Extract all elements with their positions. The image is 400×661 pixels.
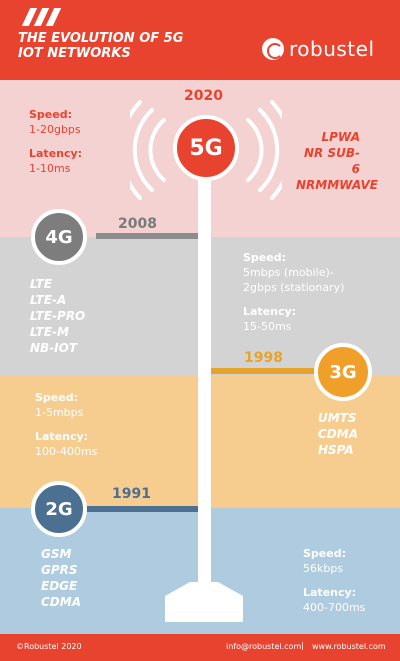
title-line-1: THE EVOLUTION OF 5G [18,31,184,46]
tech-4g-5: NB-IOT [30,341,78,355]
tech-list-5g: LPWA NR SUB-6 NRMMWAVE [296,129,378,193]
latency-label-4g: Latency: [243,305,297,318]
badge-4g: 4G [31,209,87,265]
speed-label-3g: Speed: [35,391,78,404]
tech-2g-3: EDGE [41,579,78,593]
latency-label-2g: Latency: [303,586,357,599]
latency-value-5g: 1-10ms [29,162,71,175]
speed-value-5g: 1-20gbps [29,123,81,136]
stats-4g: Speed: 5mbps (mobile)- 2gbps (stationary… [243,250,344,334]
tech-4g-1: LTE [30,277,53,291]
line-3g [210,368,322,374]
tech-2g-1: GSM [41,547,72,561]
brand-name: robustel [289,37,375,61]
tech-list-4g: LTE LTE-A LTE-PRO LTE-M NB-IOT [30,276,85,356]
copyright-text: ©Robustel 2020 [16,642,82,651]
badge-3g: 3G [314,343,372,401]
stats-5g: Speed: 1-20gbps Latency: 1-10ms [29,107,82,176]
tech-list-3g: UMTS CDMA HSPA [318,410,358,458]
tech-3g-3: HSPA [318,443,354,457]
latency-value-2g: 400-700ms [303,601,366,614]
speed-label-2g: Speed: [303,547,346,560]
tech-4g-2: LTE-A [30,293,67,307]
footer: ©Robustel 2020 info@robustel.com | www.r… [0,634,400,661]
title-line-2: IOT NETWORKS [18,46,131,61]
robustel-logo-icon [262,38,284,60]
footer-separator: | [301,641,304,650]
tech-5g-3: NRMMWAVE [296,178,378,192]
slash-decoration [18,8,62,26]
tech-4g-3: LTE-PRO [30,309,86,323]
latency-value-3g: 100-400ms [35,445,98,458]
tower-mast [198,175,211,585]
tech-2g-4: CDMA [41,595,81,609]
website-text: www.robustel.com [312,642,386,651]
speed-label-4g: Speed: [243,251,286,264]
stats-3g: Speed: 1-5mbps Latency: 100-400ms [35,390,97,459]
signal-waves-icon [130,100,282,200]
stats-2g: Speed: 56kbps Latency: 400-700ms [303,546,365,615]
tech-5g-1: LPWA [321,130,360,144]
tech-4g-4: LTE-M [30,325,69,339]
year-2g: 1991 [112,486,151,502]
page-title: THE EVOLUTION OF 5G IOT NETWORKS [18,31,218,61]
speed-value-4g: 5mbps (mobile)- [243,266,334,279]
latency-label-3g: Latency: [35,430,89,443]
year-5g: 2020 [184,88,223,104]
speed-label-5g: Speed: [29,108,72,121]
tech-3g-1: UMTS [318,411,357,425]
line-2g [80,506,201,512]
robustel-logo: robustel [262,36,382,62]
tech-list-2g: GSM GPRS EDGE CDMA [41,546,81,610]
year-3g: 1998 [244,350,283,366]
latency-label-5g: Latency: [29,147,83,160]
header: THE EVOLUTION OF 5G IOT NETWORKS robuste… [0,0,400,80]
speed-value-4g-2: 2gbps (stationary) [243,281,345,294]
line-4g [96,233,201,239]
speed-value-2g: 56kbps [303,562,344,575]
email-text: info@robustel.com [226,642,302,651]
latency-value-4g: 15-50ms [243,320,292,333]
speed-value-3g: 1-5mbps [35,406,84,419]
year-4g: 2008 [118,216,157,232]
tech-5g-2: NR SUB-6 [304,146,360,176]
tech-3g-2: CDMA [318,427,358,441]
badge-2g: 2G [31,481,87,537]
badge-5g: 5G [173,115,239,181]
tech-2g-2: GPRS [41,563,78,577]
